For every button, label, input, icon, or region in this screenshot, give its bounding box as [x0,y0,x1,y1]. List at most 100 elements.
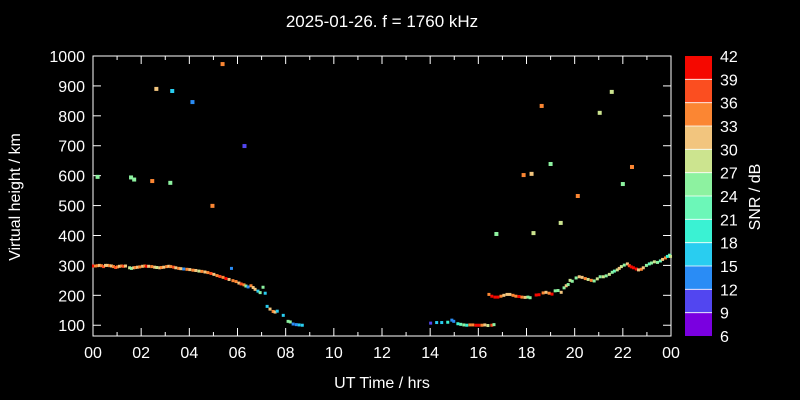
x-tick-label: 12 [373,345,391,362]
data-point [242,283,246,287]
data-point [91,264,95,268]
x-tick-label: 00 [662,345,680,362]
data-point [227,277,231,281]
data-point [490,294,494,298]
data-point [300,323,304,327]
x-tick-label: 16 [469,345,487,362]
colorbar-block [685,312,712,336]
data-point [622,263,626,267]
data-point [610,270,614,274]
data-point [574,276,578,280]
colorbar-block [685,242,712,266]
data-point [468,323,472,327]
data-point [550,292,554,296]
data-point [620,182,625,187]
data-point [158,266,162,270]
data-point [145,264,149,268]
colorbar-tick-label: 27 [720,166,738,183]
data-point [559,290,563,294]
data-point [465,323,469,327]
data-point [116,265,120,269]
data-point [96,264,100,268]
data-point [129,175,134,180]
data-point [271,309,275,313]
data-point [93,264,97,268]
data-point [108,264,112,268]
data-point [281,313,285,317]
colorbar-block [685,289,712,313]
data-point [268,307,272,311]
data-point [261,285,265,289]
data-point [490,323,494,327]
data-point [494,231,499,236]
data-point [493,295,497,299]
data-point [446,320,450,324]
data-point [511,293,515,297]
data-point [641,266,645,270]
data-point [570,279,574,283]
colorbar-tick-label: 9 [720,306,729,323]
y-tick-label: 200 [58,288,85,305]
data-point [297,323,301,327]
x-axis-label: UT Time / hrs [334,375,430,392]
data-point [172,265,176,269]
data-point [251,286,255,290]
data-point [190,100,195,105]
data-point [174,266,178,270]
data-point [658,259,662,263]
data-point [656,260,660,264]
data-point [583,277,587,281]
data-point [99,264,103,268]
data-point [450,318,454,322]
data-point [249,284,253,288]
data-point [526,295,530,299]
data-point [212,272,216,276]
colorbar-tick-label: 39 [720,72,738,89]
x-tick-label: 04 [180,345,198,362]
data-point [209,271,213,275]
data-point [661,257,665,261]
x-tick-label: 08 [277,345,295,362]
data-point [544,290,548,294]
colorbar-block [685,172,712,196]
data-point [130,266,134,270]
data-point [636,268,640,272]
y-tick-label: 1000 [49,49,85,66]
data-point [517,295,521,299]
data-point [607,272,611,276]
data-point [534,293,538,297]
colorbar-block [685,219,712,243]
data-point [462,323,466,327]
data-point [170,89,175,93]
data-point [631,266,635,270]
x-tick-label: 02 [132,345,150,362]
data-point [566,283,570,287]
data-point [275,309,279,313]
data-point [556,289,560,293]
y-tick-label: 800 [58,109,85,126]
data-point [523,295,527,299]
data-point [200,269,204,273]
data-point [617,266,621,270]
data-point [197,269,201,273]
data-point [153,265,157,269]
data-point [598,275,602,279]
y-tick-label: 500 [58,199,85,216]
data-point [117,264,121,268]
data-point [256,289,260,293]
data-point [597,110,602,115]
colorbar-tick-label: 6 [720,329,729,346]
data-point [147,264,151,268]
data-point [168,180,173,185]
data-point [154,86,159,91]
data-point [508,292,512,296]
colorbar-tick-label: 21 [720,212,738,229]
data-point [627,264,631,268]
y-tick-label: 700 [58,139,85,156]
data-point [160,265,164,269]
data-point [288,320,292,324]
data-point [452,319,456,323]
data-point [649,261,653,265]
x-tick-label: 06 [229,345,247,362]
